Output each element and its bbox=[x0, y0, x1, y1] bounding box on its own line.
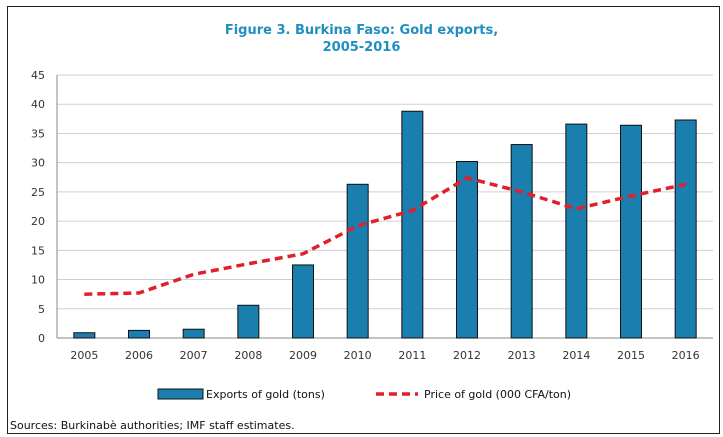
bar-exports-2014 bbox=[565, 123, 588, 339]
bar-exports-2006 bbox=[128, 329, 150, 339]
legend-swatch-exports bbox=[157, 388, 204, 400]
bar-exports-2016 bbox=[674, 119, 697, 339]
legend-label-exports: Exports of gold (tons) bbox=[206, 388, 325, 401]
x-tick-label: 2012 bbox=[453, 349, 481, 362]
y-tick-label: 30 bbox=[31, 157, 45, 170]
bar-exports-2011 bbox=[401, 110, 424, 339]
y-tick-label: 20 bbox=[31, 215, 45, 228]
y-tick-label: 10 bbox=[31, 274, 45, 287]
x-tick-label: 2016 bbox=[672, 349, 700, 362]
source-note: Sources: Burkinabè authorities; IMF staf… bbox=[10, 419, 295, 432]
chart-title-line1: Figure 3. Burkina Faso: Gold exports, bbox=[224, 23, 499, 38]
bar-exports-2007 bbox=[182, 328, 205, 339]
y-tick-label: 35 bbox=[31, 127, 45, 140]
x-tick-label: 2007 bbox=[180, 349, 208, 362]
bar-exports-2008 bbox=[237, 304, 260, 339]
chart-title: Figure 3. Burkina Faso: Gold exports, 20… bbox=[0, 22, 723, 56]
y-tick-label: 0 bbox=[38, 332, 45, 345]
y-tick-label: 15 bbox=[31, 244, 45, 257]
bar-exports-2010 bbox=[346, 183, 369, 339]
x-tick-label: 2008 bbox=[234, 349, 262, 362]
bar-exports-2009 bbox=[292, 264, 314, 339]
bar-exports-2015 bbox=[620, 124, 642, 339]
bar-exports-2012 bbox=[456, 160, 478, 339]
x-tick-label: 2005 bbox=[70, 349, 98, 362]
bar-exports-2005 bbox=[73, 332, 96, 339]
x-tick-label: 2010 bbox=[344, 349, 372, 362]
y-tick-label: 25 bbox=[31, 186, 45, 199]
x-tick-label: 2009 bbox=[289, 349, 317, 362]
bar-exports-2013 bbox=[510, 144, 533, 339]
y-tick-label: 45 bbox=[31, 69, 45, 82]
x-tick-label: 2013 bbox=[508, 349, 536, 362]
y-tick-label: 5 bbox=[38, 303, 45, 316]
y-tick-label: 40 bbox=[31, 98, 45, 111]
x-tick-label: 2015 bbox=[617, 349, 645, 362]
x-tick-label: 2006 bbox=[125, 349, 153, 362]
chart-title-line2: 2005-2016 bbox=[322, 40, 401, 55]
legend-label-price: Price of gold (000 CFA/ton) bbox=[424, 388, 571, 401]
line-gold-price bbox=[84, 176, 687, 296]
x-tick-label: 2014 bbox=[562, 349, 590, 362]
x-tick-label: 2011 bbox=[398, 349, 426, 362]
